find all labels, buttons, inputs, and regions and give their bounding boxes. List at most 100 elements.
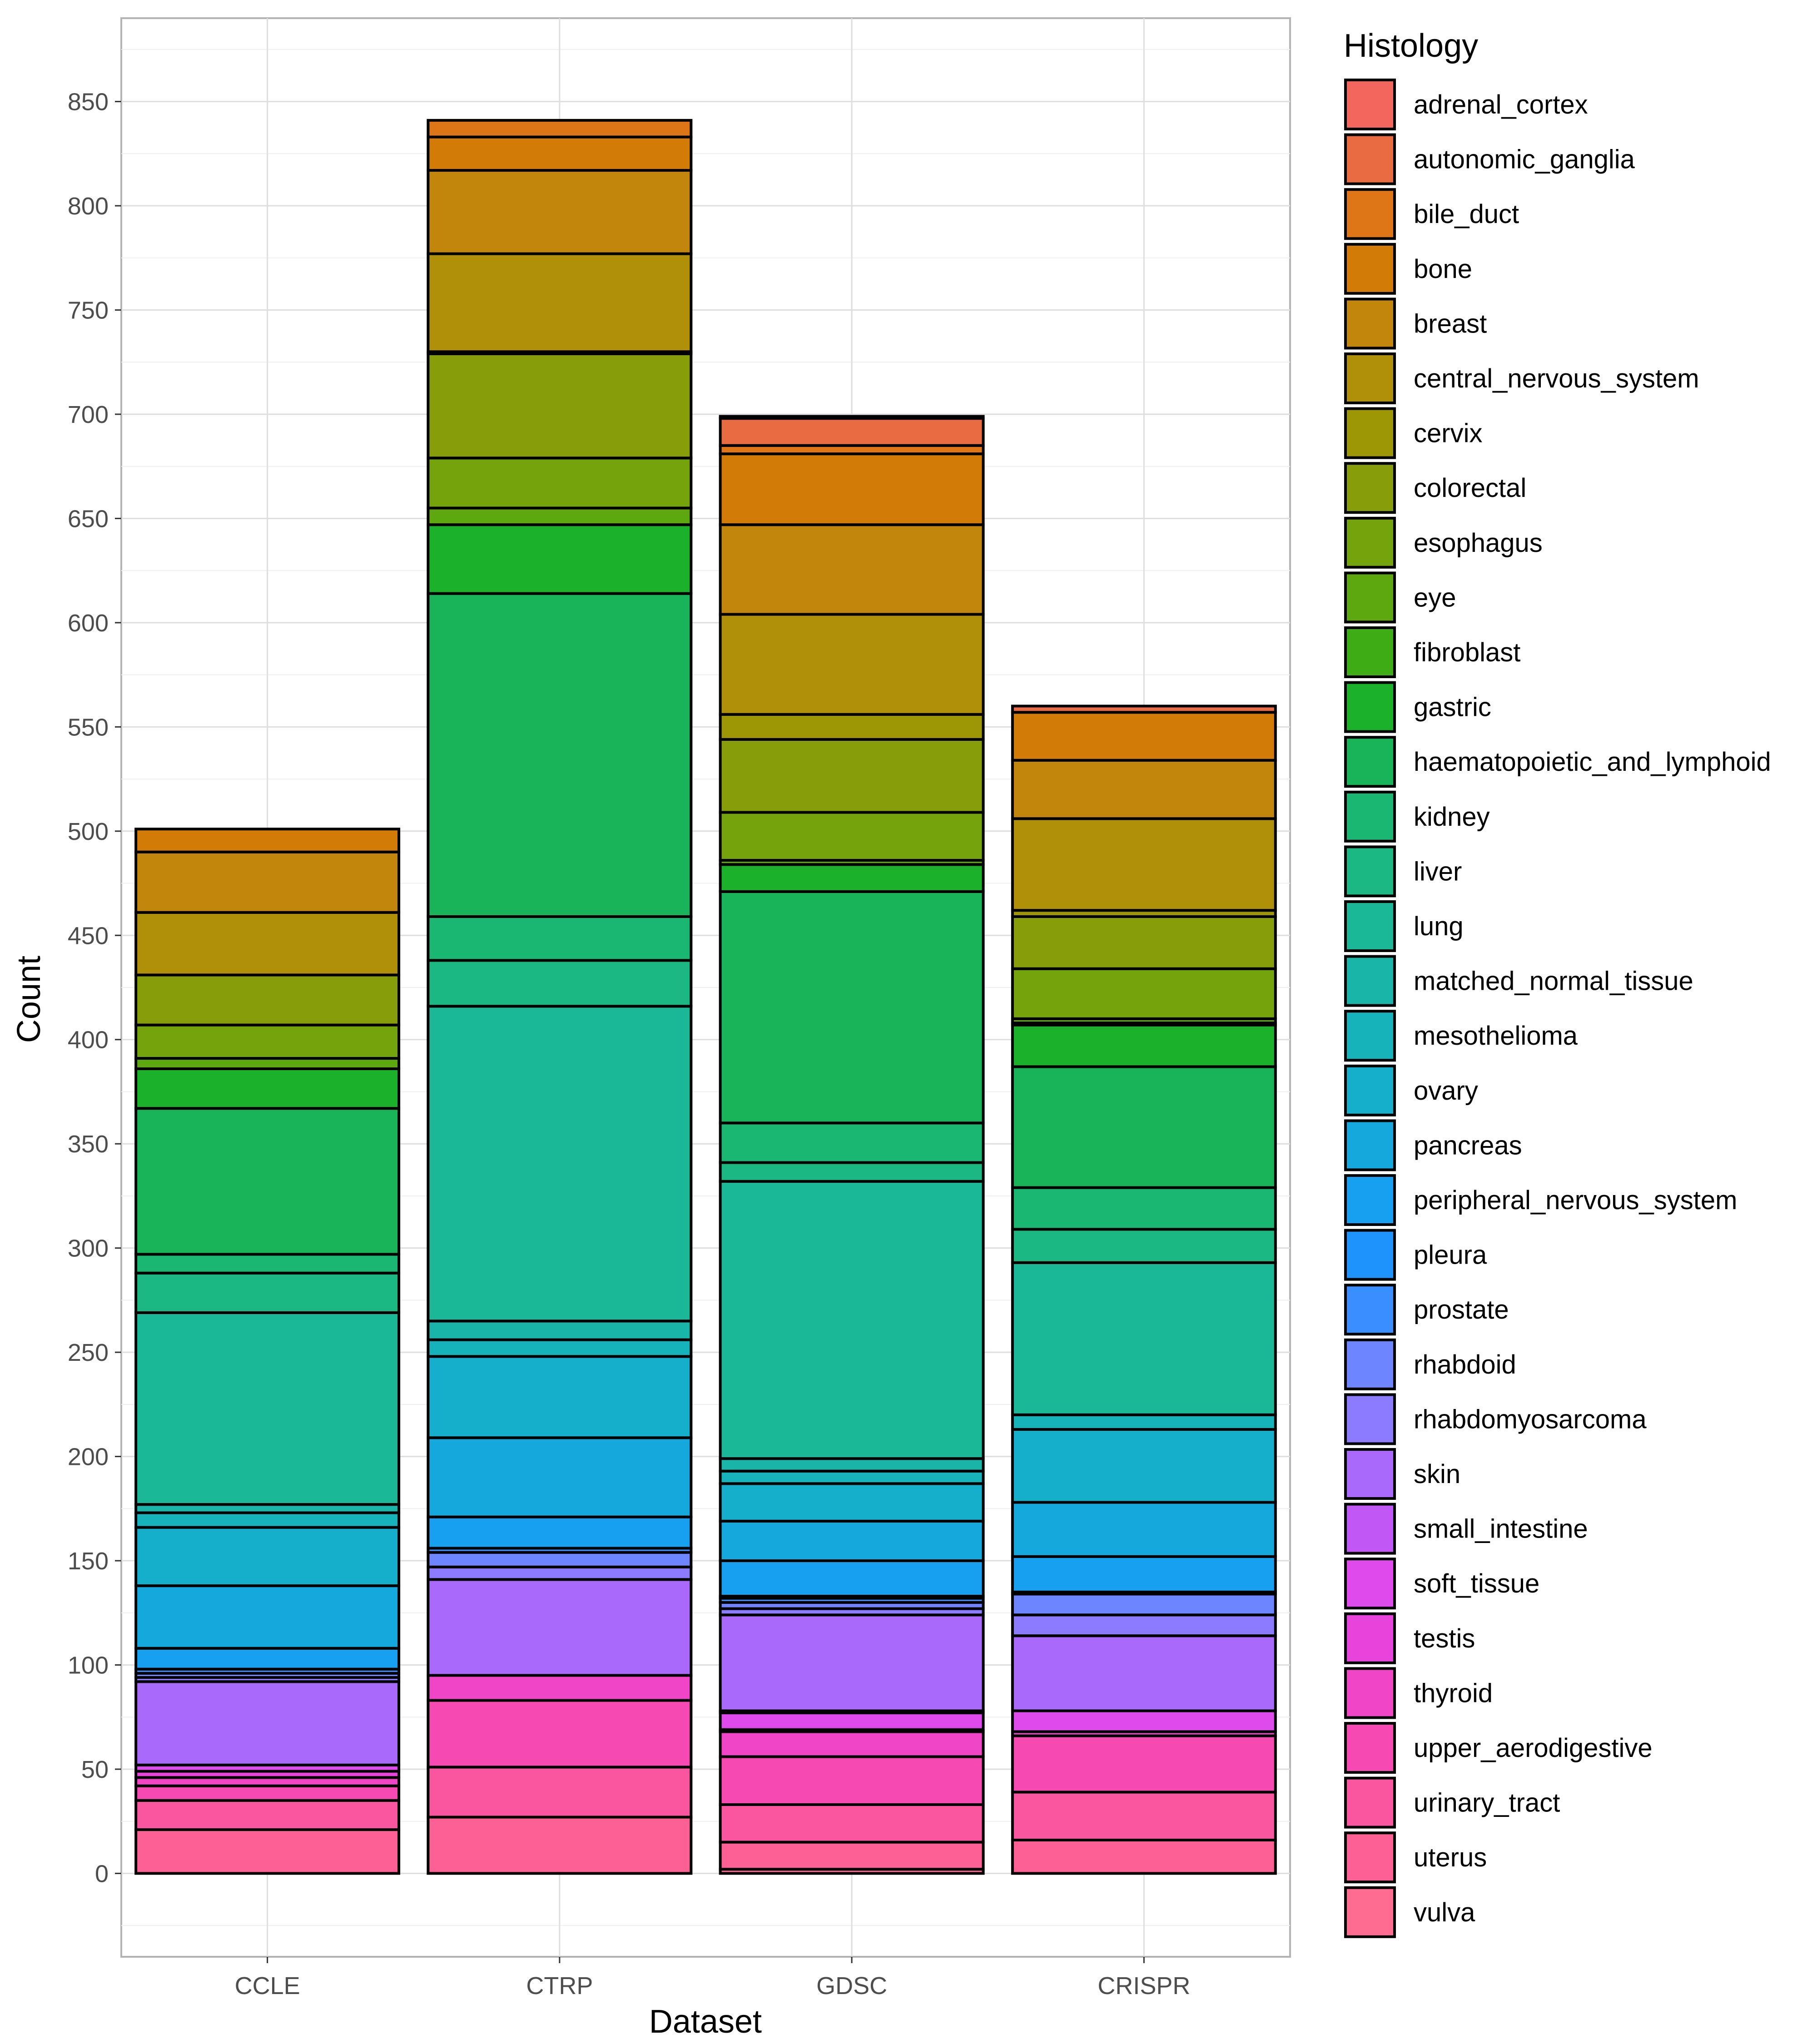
bar-segment-skin [427,1578,693,1677]
bar-segment-skin [719,1613,985,1712]
bar-segment-skin [1011,1634,1277,1712]
legend-label: pleura [1414,1240,1487,1270]
legend-label: mesothelioma [1414,1021,1578,1051]
legend-label: central_nervous_system [1414,364,1699,393]
bar-segment-matched_normal_tissue [719,1457,985,1473]
legend-key-urinary_tract [1344,1776,1396,1829]
bar-segment-uterus [427,1816,693,1875]
bar-segment-urinary_tract [427,1766,693,1819]
bar-segment-ovary [427,1355,693,1439]
bar-segment-skin [134,1680,401,1766]
y-tick-label: 250 [68,1339,109,1366]
legend-label: cervix [1414,419,1482,448]
legend-key-prostate [1344,1284,1396,1336]
legend-label: matched_normal_tissue [1414,967,1693,996]
bar-segment-cervix [719,713,985,741]
x-tick-label: CRISPR [1097,1972,1190,1999]
legend-label: bone [1414,254,1472,284]
legend-key-haematopoietic_and_lymphoid [1344,736,1396,788]
y-tick-label: 700 [68,401,109,428]
bar-segment-upper_aerodigestive [719,1755,985,1806]
bar-segment-uterus [719,1841,985,1871]
legend-label: colorectal [1414,473,1526,503]
y-tick-label: 450 [68,922,109,949]
bar-segment-breast [719,523,985,616]
legend-label: rhabdoid [1414,1350,1516,1379]
legend-key-matched_normal_tissue [1344,955,1396,1007]
bar-segment-upper_aerodigestive [427,1699,693,1769]
y-tick-label: 750 [68,297,109,324]
bar-segment-pancreas [719,1519,985,1563]
legend-key-rhabdoid [1344,1338,1396,1390]
bar-segment-mesothelioma [719,1469,985,1485]
bar-segment-soft_tissue [719,1712,985,1731]
y-tick-label: 400 [68,1027,109,1054]
bar-segment-upper_aerodigestive [134,1784,401,1802]
bar-segment-kidney [134,1253,401,1275]
legend-key-skin [1344,1448,1396,1500]
legend-key-small_intestine [1344,1503,1396,1555]
bar-segment-liver [719,1161,985,1183]
x-axis-title: Dataset [649,2004,762,2040]
bar-segment-liver [1011,1228,1277,1264]
bar-segment-rhabdomyosarcoma [427,1565,693,1581]
x-tick-label: CTRP [526,1972,593,1999]
y-tick-label: 850 [68,89,109,116]
legend-label: prostate [1414,1295,1509,1325]
bar-segment-haematopoietic_and_lymphoid [134,1107,401,1256]
bar-segment-peripheral_nervous_system [719,1559,985,1598]
legend-key-liver [1344,845,1396,898]
bar-segment-urinary_tract [1011,1791,1277,1842]
y-tick-label: 550 [68,714,109,741]
bar-segment-urinary_tract [134,1799,401,1831]
bar-segment-esophagus [427,456,693,510]
bar-segment-lung [427,1005,693,1323]
bar-segment-adrenal_cortex [719,415,985,420]
bar-segment-autonomic_ganglia [719,417,985,447]
bar-segment-esophagus [1011,967,1277,1020]
bar-segment-central_nervous_system [427,252,693,353]
legend-key-central_nervous_system [1344,352,1396,404]
legend-key-rhabdomyosarcoma [1344,1393,1396,1445]
bar-segment-pancreas [1011,1501,1277,1558]
bar-segment-soft_tissue [1011,1709,1277,1733]
bar-segment-peripheral_nervous_system [1011,1555,1277,1593]
legend-label: liver [1414,857,1462,886]
y-tick-label: 600 [68,610,109,637]
bar-segment-pancreas [427,1436,693,1518]
y-tick-label: 150 [68,1548,109,1575]
legend-label: rhabdomyosarcoma [1414,1404,1647,1434]
bar-segment-bile_duct [427,119,693,139]
bar-segment-mesothelioma [427,1338,693,1358]
legend-key-thyroid [1344,1667,1396,1719]
bar-segment-matched_normal_tissue [427,1320,693,1341]
legend-label: lung [1414,912,1464,941]
legend-label: pancreas [1414,1131,1522,1160]
y-tick-label: 650 [68,505,109,532]
y-axis-ticks: 0 50 100 150 200 250 300 350 400 450 500 550 600 650 7… [68,89,121,1887]
bar-segment-gastric [134,1067,401,1110]
x-tick-label: GDSC [816,1972,887,1999]
bar-segment-haematopoietic_and_lymphoid [427,592,693,918]
legend-key-fibroblast [1344,626,1396,678]
bar-segment-upper_aerodigestive [1011,1734,1277,1794]
bar-segment-gastric [427,523,693,595]
bar-segment-peripheral_nervous_system [134,1647,401,1671]
bar-segment-haematopoietic_and_lymphoid [1011,1065,1277,1189]
legend-label: skin [1414,1459,1460,1489]
bar-segment-esophagus [719,811,985,862]
legend-label: soft_tissue [1414,1569,1539,1598]
legend-label: haematopoietic_and_lymphoid [1414,747,1771,777]
legend-key-upper_aerodigestive [1344,1722,1396,1774]
bar-segment-ovary [1011,1428,1277,1504]
bar-segment-bone [1011,711,1277,762]
legend-key-bile_duct [1344,188,1396,240]
legend-label: ovary [1414,1076,1478,1106]
bar-segment-ovary [719,1482,985,1523]
bar-segment-kidney [719,1121,985,1164]
legend-key-vulva [1344,1886,1396,1938]
legend-label: urinary_tract [1414,1788,1560,1818]
legend-label: autonomic_ganglia [1414,145,1635,174]
legend-key-esophagus [1344,516,1396,569]
legend-key-peripheral_nervous_system [1344,1174,1396,1226]
